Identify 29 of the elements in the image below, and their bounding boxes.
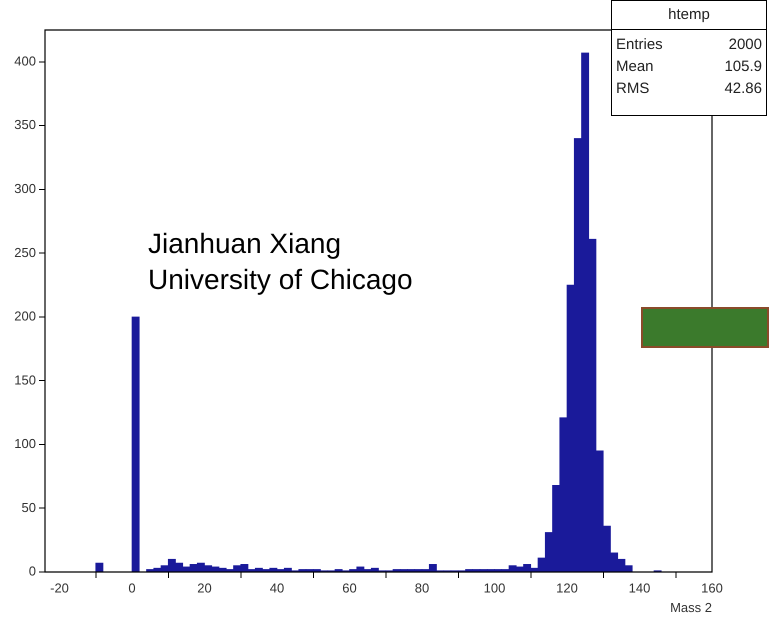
x-tick-label: 160 xyxy=(701,580,723,596)
x-tick-label: 120 xyxy=(556,580,578,596)
annotation: Jianhuan Xiang xyxy=(148,227,342,261)
y-tick-label: 200 xyxy=(14,308,36,324)
y-tick-label: 150 xyxy=(14,372,36,388)
x-tick-label: 100 xyxy=(484,580,506,596)
text: htemp xyxy=(612,1,766,30)
y-tick-label: 350 xyxy=(14,117,36,132)
annotation: Mean xyxy=(616,57,654,77)
x-tick-label: -20 xyxy=(50,580,69,596)
text: 105.9 xyxy=(724,57,762,77)
x-axis-title: Mass 2 xyxy=(670,600,712,615)
x-tick-label: 60 xyxy=(342,580,357,596)
y-tick-label: 100 xyxy=(14,436,36,452)
text: 2000 xyxy=(728,35,762,55)
x-tick-label: 20 xyxy=(197,580,212,596)
y-tick-label: 400 xyxy=(14,53,36,68)
y-tick-label: 50 xyxy=(22,500,36,515)
annotation: University of Chicago xyxy=(148,263,413,297)
text: 42.86 xyxy=(724,79,762,99)
y-tick-label: 300 xyxy=(14,180,36,196)
annotation: Entries xyxy=(616,35,663,55)
annotation: RMS xyxy=(616,79,650,99)
y-tick-label: 250 xyxy=(14,244,36,260)
x-tick-label: 80 xyxy=(414,580,430,596)
x-tick-label: 40 xyxy=(270,580,284,596)
x-tick-label: 0 xyxy=(128,580,136,596)
x-tick-label: 140 xyxy=(628,580,650,596)
y-tick-label: 0 xyxy=(28,564,36,579)
